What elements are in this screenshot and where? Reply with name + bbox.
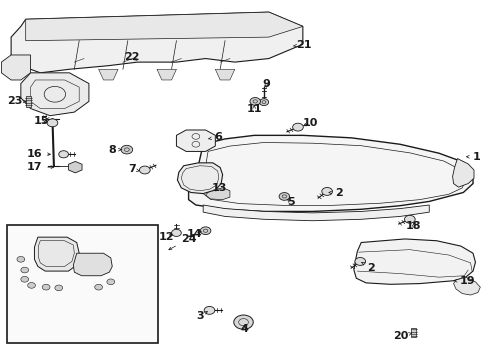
Polygon shape: [99, 69, 118, 80]
Polygon shape: [353, 239, 474, 284]
Text: 5: 5: [286, 197, 294, 207]
Circle shape: [279, 193, 289, 200]
Polygon shape: [1, 55, 30, 80]
Polygon shape: [21, 73, 89, 116]
Polygon shape: [452, 158, 473, 187]
Polygon shape: [121, 258, 125, 267]
Polygon shape: [205, 188, 229, 200]
Text: 21: 21: [293, 40, 311, 50]
Circle shape: [259, 99, 268, 105]
Polygon shape: [410, 328, 415, 337]
Text: 2: 2: [361, 262, 374, 273]
Text: 10: 10: [302, 118, 317, 128]
Circle shape: [200, 227, 210, 235]
Text: 1: 1: [466, 152, 480, 162]
Polygon shape: [176, 130, 215, 152]
Circle shape: [203, 306, 214, 314]
Polygon shape: [73, 253, 112, 276]
Text: 24: 24: [168, 234, 196, 250]
Circle shape: [21, 276, 29, 282]
Polygon shape: [25, 96, 31, 107]
Text: 7: 7: [127, 164, 139, 174]
Text: 22: 22: [123, 52, 139, 62]
Polygon shape: [26, 12, 302, 41]
Polygon shape: [11, 12, 302, 73]
Circle shape: [171, 229, 181, 237]
Circle shape: [107, 279, 115, 285]
Text: 4: 4: [240, 324, 248, 334]
Polygon shape: [203, 205, 428, 221]
Text: 14: 14: [187, 229, 203, 239]
Circle shape: [18, 247, 24, 251]
Text: 3: 3: [196, 311, 207, 321]
Polygon shape: [68, 161, 82, 173]
Circle shape: [121, 145, 132, 154]
Polygon shape: [34, 237, 79, 271]
Text: 15: 15: [34, 116, 49, 126]
Circle shape: [292, 123, 303, 131]
Circle shape: [28, 283, 35, 288]
Circle shape: [42, 284, 50, 290]
Text: 9: 9: [262, 78, 270, 89]
Text: 8: 8: [108, 145, 122, 155]
Polygon shape: [453, 277, 479, 295]
Circle shape: [47, 119, 58, 127]
Circle shape: [404, 215, 414, 223]
Circle shape: [249, 98, 260, 105]
Polygon shape: [177, 163, 222, 194]
Polygon shape: [157, 69, 176, 80]
Circle shape: [95, 284, 102, 290]
Text: 17: 17: [27, 162, 54, 172]
Text: 2: 2: [328, 188, 343, 198]
Circle shape: [59, 151, 68, 158]
Text: 6: 6: [208, 132, 221, 142]
Polygon shape: [215, 69, 234, 80]
Bar: [7, 225, 158, 342]
Text: 23: 23: [7, 96, 26, 107]
Circle shape: [117, 274, 123, 278]
Text: 16: 16: [26, 149, 50, 159]
Circle shape: [233, 315, 253, 329]
Circle shape: [139, 166, 150, 174]
Text: 12: 12: [159, 232, 174, 242]
Text: 20: 20: [392, 332, 411, 342]
Circle shape: [55, 285, 62, 291]
Circle shape: [17, 256, 25, 262]
Circle shape: [21, 267, 29, 273]
Polygon shape: [188, 135, 472, 211]
Text: 11: 11: [246, 104, 262, 113]
Text: 13: 13: [211, 183, 226, 193]
Circle shape: [354, 257, 365, 265]
Circle shape: [321, 188, 332, 195]
Text: 18: 18: [405, 221, 421, 231]
Circle shape: [79, 287, 84, 291]
Text: 19: 19: [453, 276, 474, 286]
